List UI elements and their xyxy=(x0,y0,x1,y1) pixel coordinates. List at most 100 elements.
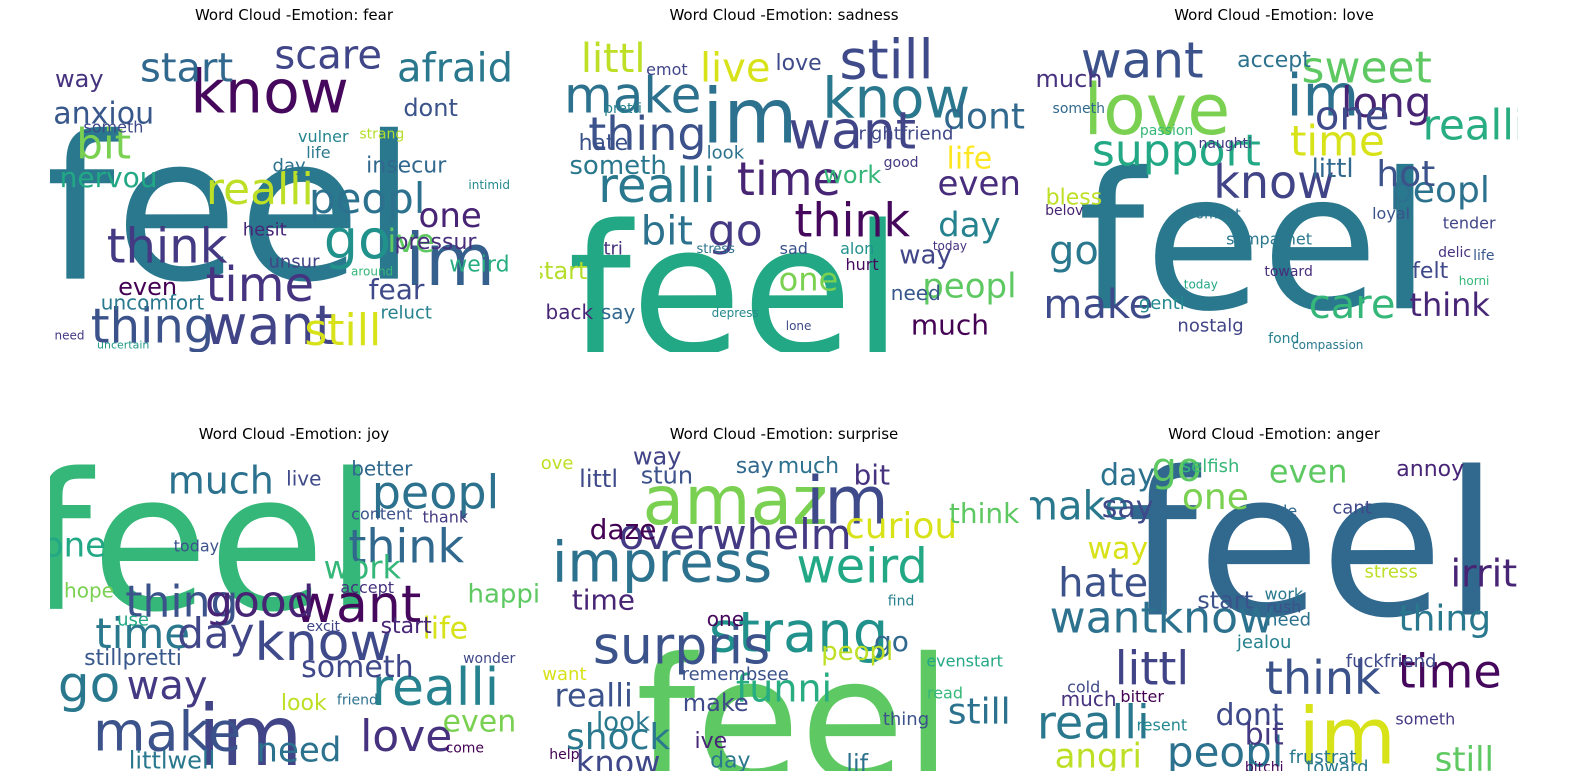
cloud-word: delic xyxy=(1438,245,1471,261)
cloud-word: hesit xyxy=(243,219,287,240)
cloud-word: think xyxy=(107,219,228,275)
cloud-word: bitchi xyxy=(1245,760,1284,771)
cloud-word: thing xyxy=(883,709,929,730)
cloud-word: work xyxy=(1264,585,1303,604)
cloud-word: depress xyxy=(712,306,759,320)
cloud-word: strang xyxy=(359,126,404,142)
cloud-word: nostalg xyxy=(1177,315,1243,336)
cloud-word: need xyxy=(1266,610,1311,631)
cloud-word: time xyxy=(572,583,635,616)
cloud-word: know xyxy=(190,58,349,128)
cloud-word: still xyxy=(948,691,1011,732)
cloud-word: realli xyxy=(1037,696,1150,750)
cloud-word: ive xyxy=(387,222,435,260)
cloud-word: curiou xyxy=(845,506,957,547)
cloud-word: day xyxy=(1100,458,1155,493)
cloud-word: even xyxy=(937,164,1021,204)
cloud-word: good xyxy=(884,155,919,171)
cloud-word: someth xyxy=(1395,709,1455,728)
cloud-word: hope xyxy=(64,578,114,602)
cloud-word: content xyxy=(351,505,412,524)
cloud-word: realli xyxy=(554,676,632,714)
cloud-word: life xyxy=(1473,248,1494,264)
cloud-word: peopl xyxy=(922,267,1016,307)
cloud-word: hot xyxy=(1376,154,1435,195)
cloud-word: pretti xyxy=(604,101,642,117)
cloud-word: feel xyxy=(50,94,417,327)
cloud-word: littl xyxy=(1312,154,1354,184)
cloud-word: toward xyxy=(1264,264,1312,280)
cloud-word: stress xyxy=(696,242,735,257)
cloud-word: think xyxy=(949,497,1020,530)
cloud-word: today xyxy=(174,537,220,556)
cloud-word: tri xyxy=(603,239,622,260)
cloud-word: toward xyxy=(1306,757,1368,771)
cloud-word: love xyxy=(776,51,822,76)
cloud-word: anxiou xyxy=(53,97,154,132)
cloud-word: one xyxy=(1182,477,1249,518)
panel-title: Word Cloud -Emotion: fear xyxy=(194,6,394,24)
cloud-word: find xyxy=(888,593,915,609)
cloud-word: amaz xyxy=(643,462,828,541)
cloud-word: peopl xyxy=(1167,728,1284,772)
cloud-word: overwhelm xyxy=(619,510,852,559)
cloud-word: want xyxy=(788,101,916,161)
cloud-word: selfish xyxy=(1182,456,1240,477)
cloud-word: impress xyxy=(552,530,772,595)
word-cloud: feel amaz im impress strang surpris weird overw… xyxy=(540,451,1028,771)
cloud-word: time xyxy=(737,152,841,206)
panel-title: Word Cloud -Emotion: joy xyxy=(198,425,390,443)
cloud-word: funni xyxy=(736,667,832,711)
cloud-word: insecur xyxy=(366,153,447,178)
cloud-word: use xyxy=(117,610,149,631)
cloud-word: bit xyxy=(641,209,693,255)
cloud-word: bit xyxy=(1245,717,1284,752)
cloud-word: live xyxy=(286,466,321,490)
cloud-word: time xyxy=(1290,117,1385,166)
cloud-word: shock xyxy=(566,717,670,758)
cloud-word: say xyxy=(601,300,636,324)
cloud-word: work xyxy=(823,161,881,189)
cloud-word: still xyxy=(304,305,381,352)
cloud-word: day xyxy=(177,609,254,658)
cloud-word: much xyxy=(168,459,274,503)
cloud-word: fond xyxy=(1268,331,1299,347)
cloud-word: littl xyxy=(579,465,618,493)
cloud-word: feel xyxy=(636,622,952,771)
cloud-word: someth xyxy=(301,650,413,685)
cloud-word: want xyxy=(542,664,586,685)
cloud-word: want xyxy=(1081,32,1204,90)
cloud-word: hate xyxy=(1058,560,1148,606)
cloud-word: rude xyxy=(1261,501,1298,520)
cloud-word: littl xyxy=(581,36,646,82)
cloud-word: lif xyxy=(846,750,868,771)
cloud-word: know xyxy=(255,613,392,673)
cloud-word: sympathet xyxy=(1226,230,1312,249)
cloud-word: thing xyxy=(588,107,706,161)
cloud-word: go xyxy=(1151,451,1201,491)
cloud-word: loyal xyxy=(1372,204,1410,223)
cloud-word: fuckfriend xyxy=(1346,651,1437,672)
cloud-word: daze xyxy=(590,513,657,546)
cloud-word: around xyxy=(351,265,393,279)
cloud-word: intimid xyxy=(468,178,510,192)
cloud-word: know xyxy=(1213,155,1335,209)
cloud-word: look xyxy=(596,708,650,738)
cloud-word: hurt xyxy=(846,255,879,274)
cloud-word: say xyxy=(736,454,774,479)
cloud-word: friend xyxy=(337,693,378,709)
cloud-word: make xyxy=(93,700,241,763)
cloud-word: support xyxy=(1092,126,1261,177)
cloud-word: annoy xyxy=(1396,457,1464,482)
cloud-word: im xyxy=(198,687,303,771)
cloud-word: someth xyxy=(83,118,143,137)
cloud-word: littl xyxy=(1115,641,1189,695)
cloud-word: naughti xyxy=(1198,136,1251,152)
cloud-word: even xyxy=(118,273,177,301)
cloud-word: one xyxy=(419,196,482,236)
cloud-word: even xyxy=(1269,452,1348,490)
cloud-word: cant xyxy=(1332,498,1371,519)
cloud-word: unsur xyxy=(268,251,320,272)
